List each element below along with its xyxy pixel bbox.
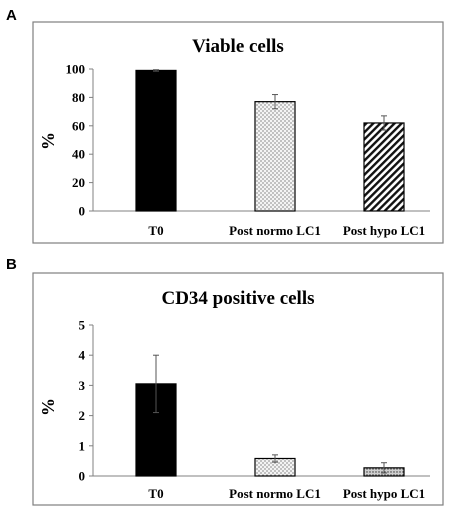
category-label: Post normo LC1 xyxy=(229,486,321,501)
y-tick-label: 20 xyxy=(72,175,85,190)
y-tick-label: 60 xyxy=(72,118,85,133)
category-label: Post hypo LC1 xyxy=(343,223,425,238)
y-axis-label: % xyxy=(38,398,58,416)
bar-0 xyxy=(135,69,177,212)
chart-frame xyxy=(32,272,444,506)
category-label: T0 xyxy=(148,486,163,501)
chart-1: CD34 positive cells 0 1 2 3 4 5% T0 Post normo L… xyxy=(32,272,444,506)
y-axis-label: % xyxy=(38,132,58,150)
y-tick-label: 0 xyxy=(79,469,86,484)
y-tick-label: 80 xyxy=(72,90,85,105)
chart-title: CD34 positive cells xyxy=(161,288,314,309)
y-tick-label: 5 xyxy=(79,318,86,333)
y-tick-label: 3 xyxy=(79,378,86,393)
y-tick-label: 40 xyxy=(72,147,85,162)
chart-title: Viable cells xyxy=(192,36,284,57)
panel-letter-a: A xyxy=(6,7,17,24)
category-label: Post normo LC1 xyxy=(229,223,321,238)
bar-2 xyxy=(363,122,405,212)
category-label: T0 xyxy=(148,223,163,238)
y-tick-label: 4 xyxy=(79,348,86,363)
chart-0: Viable cells 0 20 40 60 80 100% T0 Post normo LC… xyxy=(32,21,444,244)
y-tick-label: 0 xyxy=(79,204,86,219)
panel-letter-b: B xyxy=(6,256,17,273)
category-label: Post hypo LC1 xyxy=(343,486,425,501)
y-tick-label: 1 xyxy=(79,438,86,453)
y-tick-label: 100 xyxy=(66,62,86,77)
bar-1 xyxy=(254,101,296,212)
y-tick-label: 2 xyxy=(79,408,86,423)
